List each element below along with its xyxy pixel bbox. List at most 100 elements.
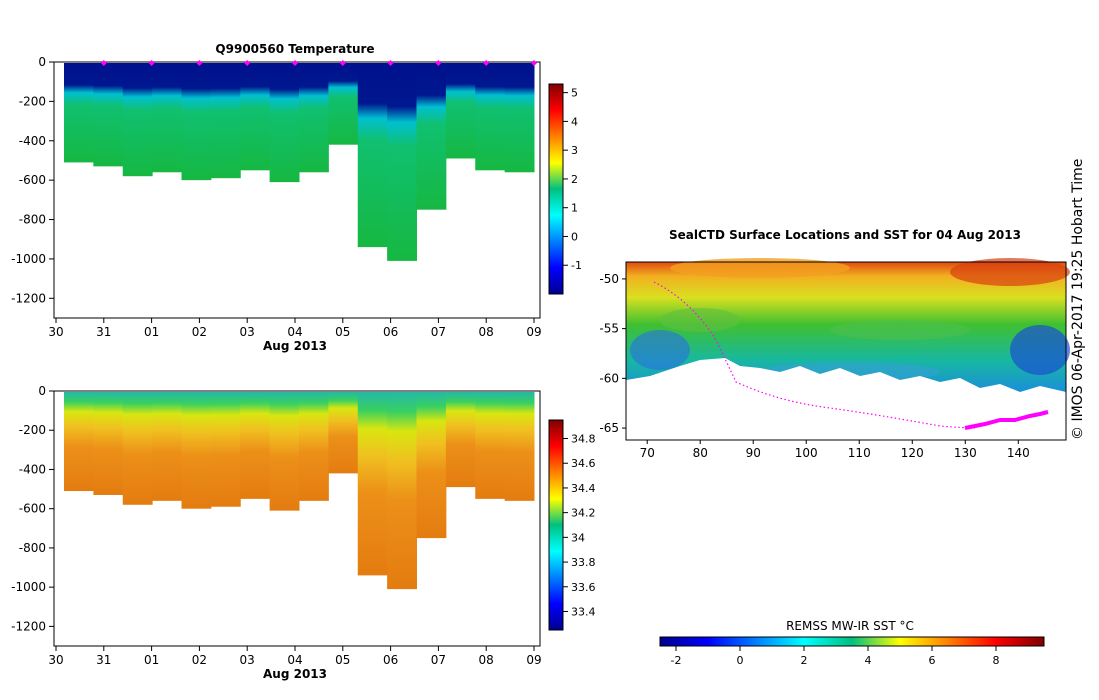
y-tick-label: -800 (19, 541, 46, 555)
map-x-tick-label: 120 (901, 446, 924, 460)
map-x-tick-label: 70 (640, 446, 655, 460)
map-x-tick-label: 140 (1007, 446, 1030, 460)
profile-column (475, 392, 506, 499)
profile-column (93, 63, 124, 167)
salinity-y-axis: 0 -200 -400 -600 -800 -1000 -1200 (11, 384, 54, 633)
profile-column (64, 63, 94, 163)
salinity-x-label: Aug 2013 (263, 667, 327, 681)
map-x-tick-label: 130 (954, 446, 977, 460)
x-tick-label: 09 (526, 653, 541, 667)
profile-column (416, 392, 447, 539)
profile-column (269, 392, 300, 511)
profile-column (387, 392, 417, 590)
salinity-colorbar (548, 419, 564, 631)
map-frame (625, 261, 1067, 441)
map-x-tick-label: 100 (795, 446, 818, 460)
sst-colorbar-ticks: -2 0 2 4 6 8 (671, 646, 1000, 667)
sst-tick-label: 6 (929, 654, 936, 667)
map-y-tick-label: -65 (599, 421, 619, 435)
sst-colorbar-title: REMSS MW-IR SST °C (786, 619, 914, 633)
colorbar-tick-label: 4 (571, 115, 578, 128)
colorbar-tick-label: 34.8 (571, 433, 596, 446)
x-tick-label: 04 (287, 653, 302, 667)
y-tick-label: -200 (19, 423, 46, 437)
profile-marker (339, 60, 346, 66)
profile-column (240, 63, 271, 171)
temperature-x-axis: 30 31 01 02 03 04 05 06 07 08 09 (48, 318, 542, 339)
profile-column (328, 63, 359, 145)
profile-marker (483, 60, 490, 66)
profile-column (357, 392, 388, 576)
profile-markers (100, 60, 537, 66)
profile-column (210, 63, 241, 179)
profile-column (299, 392, 329, 501)
profile-column (504, 392, 535, 501)
profile-column (416, 63, 447, 210)
profile-marker (148, 60, 155, 66)
colorbar-tick-label: 34.4 (571, 482, 596, 495)
y-tick-label: -1000 (11, 580, 46, 594)
profile-marker (196, 60, 203, 66)
x-tick-label: 08 (479, 325, 494, 339)
x-tick-label: 31 (96, 325, 111, 339)
map-x-tick-label: 80 (693, 446, 708, 460)
x-tick-label: 01 (144, 325, 159, 339)
colorbar-tick-label: 5 (571, 87, 578, 100)
profile-column (122, 63, 153, 177)
profile-column (357, 63, 388, 248)
map-y-tick-label: -50 (599, 272, 619, 286)
profile-column (64, 392, 94, 492)
sea-ice-area (626, 358, 1066, 440)
map-y-tick-label: -55 (599, 322, 619, 336)
y-tick-label: -400 (19, 134, 46, 148)
profile-marker (435, 60, 442, 66)
temperature-colorbar-ticks: -1 0 1 2 3 4 5 (563, 87, 582, 272)
profile-column (181, 392, 212, 509)
x-tick-label: 04 (287, 325, 302, 339)
colorbar-tick-label: 34.2 (571, 507, 596, 520)
profile-column (240, 392, 271, 499)
temperature-title: Q9900560 Temperature (215, 42, 374, 56)
x-tick-label: 30 (48, 325, 63, 339)
profile-column (269, 63, 300, 183)
profile-column (152, 392, 182, 501)
sst-colorbar (659, 636, 1045, 647)
x-tick-label: 31 (96, 653, 111, 667)
profile-marker (292, 60, 298, 66)
y-tick-label: -200 (19, 94, 46, 108)
x-tick-label: 07 (431, 325, 446, 339)
x-tick-label: 05 (335, 653, 350, 667)
profile-column (328, 392, 359, 474)
x-tick-label: 02 (192, 653, 207, 667)
colorbar-tick-label: 34 (571, 531, 585, 544)
map-x-tick-label: 90 (746, 446, 761, 460)
salinity-plot-frame (53, 390, 541, 647)
y-tick-label: -1200 (11, 619, 46, 633)
sst-tick-label: 0 (737, 654, 744, 667)
x-tick-label: 09 (526, 325, 541, 339)
sst-tick-label: -2 (671, 654, 682, 667)
colorbar-tick-label: 34.6 (571, 457, 596, 470)
y-tick-label: -600 (19, 173, 46, 187)
y-tick-label: 0 (38, 55, 46, 69)
colorbar-tick-label: 33.4 (571, 605, 596, 618)
profile-column (122, 392, 153, 505)
colorbar-tick-label: 33.6 (571, 581, 596, 594)
x-tick-label: 08 (479, 653, 494, 667)
temperature-colorbar (548, 83, 564, 295)
profile-column (152, 63, 182, 173)
temperature-data (64, 63, 535, 261)
salinity-colorbar-ticks: 33.4 33.6 33.8 34 34.2 34.4 34.6 34.8 (563, 433, 596, 618)
colorbar-tick-label: 33.8 (571, 556, 596, 569)
x-tick-label: 05 (335, 325, 350, 339)
profile-marker (244, 60, 251, 66)
profile-column (475, 63, 506, 171)
profile-column (445, 63, 476, 159)
x-tick-label: 07 (431, 653, 446, 667)
colorbar-tick-label: 0 (571, 230, 578, 243)
colorbar-tick-label: 3 (571, 144, 578, 157)
temperature-x-label: Aug 2013 (263, 339, 327, 353)
map-x-tick-label: 110 (848, 446, 871, 460)
x-tick-label: 01 (144, 653, 159, 667)
